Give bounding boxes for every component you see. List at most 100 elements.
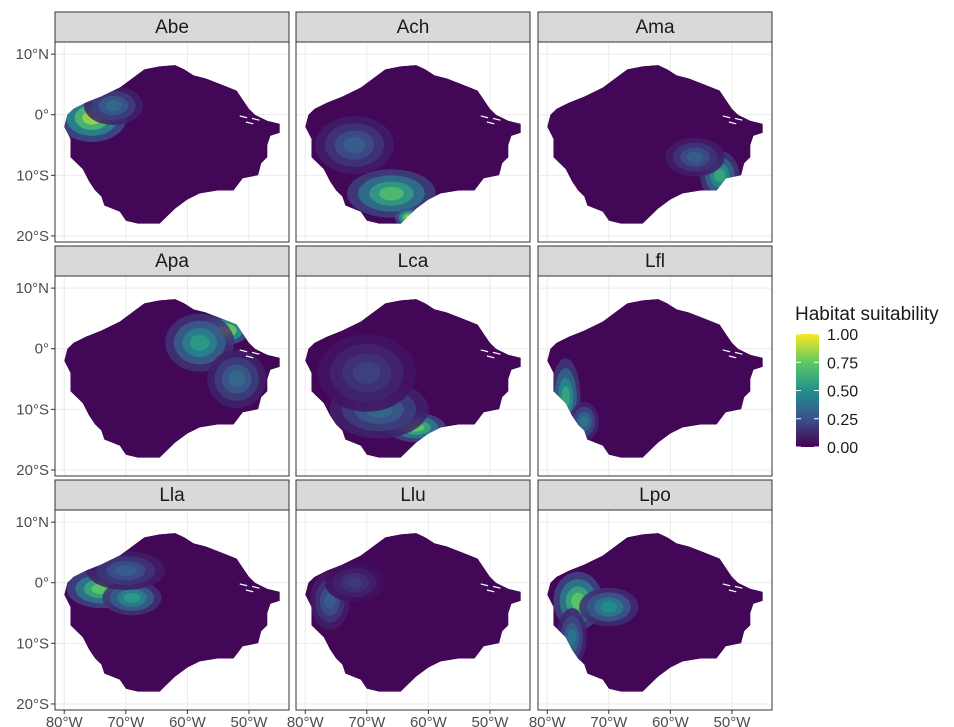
facet-lpo: Lpo: [537, 479, 773, 711]
panel-border: [54, 41, 290, 243]
river-mouth: [239, 349, 248, 353]
y-tick-label: 10°S: [16, 635, 49, 652]
y-tick-label: 0°: [35, 341, 49, 358]
legend-colorbar: [796, 334, 819, 447]
facet-lca: Lca: [295, 245, 531, 477]
x-tick-label: 80°W: [529, 714, 567, 727]
river-mouth: [480, 115, 489, 119]
y-axis: 10°N 0° 10°S 20°S 10°N 0° 10°S 20°S 10°N 0° 10°S 20…: [15, 46, 55, 713]
x-tick-label: 60°W: [652, 714, 690, 727]
river-mouth: [728, 121, 737, 125]
suitability-raster: [305, 533, 521, 692]
panel-border: [537, 41, 773, 243]
y-tick-label: 10°S: [16, 167, 49, 184]
y-tick-label: 0°: [35, 107, 49, 124]
suitability-hotspot: [190, 334, 210, 351]
x-tick-label: 80°W: [46, 714, 84, 727]
river-mouth: [722, 115, 731, 119]
facet-grid: Abe Ach Ama Apa Lca Lfl Lla Llu Lpo: [54, 11, 773, 711]
legend-tick-label: 0.75: [827, 355, 858, 372]
river-mouth: [245, 589, 254, 593]
legend: Habitat suitability 1.00 0.75 0.50 0.25 0.00: [795, 304, 939, 457]
y-tick-label: 10°N: [15, 514, 49, 531]
suitability-hotspot: [105, 100, 122, 112]
facet-strip: [54, 11, 290, 43]
panel-border: [295, 509, 531, 711]
x-tick-label: 50°W: [714, 714, 752, 727]
facet-strip-label: Abe: [155, 17, 189, 38]
river-mouth: [486, 121, 495, 125]
suitability-hotspot: [123, 592, 141, 603]
river-mouth: [251, 351, 260, 355]
facet-lfl: Lfl: [537, 245, 773, 477]
facet-strip-label: Lca: [398, 251, 429, 272]
panel-border: [295, 41, 531, 243]
river-mouth: [728, 589, 737, 593]
x-tick-label: 50°W: [472, 714, 510, 727]
suitability-hotspot: [580, 416, 589, 427]
facet-abe: Abe: [54, 11, 290, 243]
panel-border: [537, 509, 773, 711]
suitability-hotspot: [346, 577, 363, 589]
suitability-hotspot: [378, 186, 404, 201]
facet-strip-label: Llu: [400, 485, 425, 506]
study-region: [547, 533, 763, 692]
suitability-raster: [547, 65, 763, 224]
river-mouth: [239, 583, 248, 587]
y-tick-label: 20°S: [16, 696, 49, 713]
panel-border: [54, 509, 290, 711]
panel-border: [295, 275, 531, 477]
suitability-hotspot: [352, 362, 381, 384]
x-tick-label: 60°W: [169, 714, 207, 727]
x-tick-label: 50°W: [231, 714, 269, 727]
river-mouth: [492, 585, 501, 589]
suitability-hotspot: [343, 136, 366, 154]
x-tick-label: 70°W: [348, 714, 386, 727]
river-mouth: [239, 115, 248, 119]
facet-strip: [54, 479, 290, 511]
river-mouth: [728, 355, 737, 359]
y-tick-label: 0°: [35, 575, 49, 592]
river-mouth: [245, 121, 254, 125]
x-tick-label: 80°W: [287, 714, 325, 727]
x-tick-label: 70°W: [590, 714, 628, 727]
y-tick-label: 20°S: [16, 462, 49, 479]
river-mouth: [245, 355, 254, 359]
facet-strip-label: Apa: [155, 251, 189, 272]
river-mouth: [251, 117, 260, 121]
x-tick-label: 60°W: [410, 714, 448, 727]
legend-tick-label: 0.50: [827, 384, 858, 401]
suitability-hotspot: [114, 565, 137, 577]
y-tick-label: 10°N: [15, 46, 49, 63]
facet-strip-label: Lpo: [639, 485, 671, 506]
legend-tick-label: 1.00: [827, 327, 858, 344]
x-tick-label: 70°W: [107, 714, 145, 727]
legend-tick-label: 0.00: [827, 440, 858, 457]
facet-strip-label: Ama: [635, 17, 675, 38]
panel-border: [54, 275, 290, 477]
y-tick-label: 10°S: [16, 401, 49, 418]
legend-title: Habitat suitability: [795, 304, 939, 325]
facet-strip-label: Lla: [159, 485, 185, 506]
river-mouth: [492, 351, 501, 355]
suitability-hotspot: [714, 168, 726, 183]
facet-apa: Apa: [54, 245, 290, 477]
y-tick-label: 20°S: [16, 228, 49, 245]
suitability-hotspot: [600, 601, 618, 613]
facet-strip-label: Ach: [397, 17, 430, 38]
suitability-hotspot: [324, 592, 336, 610]
facet-strip: [54, 245, 290, 277]
river-mouth: [722, 583, 731, 587]
river-mouth: [486, 589, 495, 593]
river-mouth: [251, 585, 260, 589]
facet-llu: Llu: [295, 479, 531, 711]
legend-ticks: 1.00 0.75 0.50 0.25 0.00: [796, 327, 858, 457]
river-mouth: [486, 355, 495, 359]
suitability-raster: [64, 299, 280, 458]
river-mouth: [734, 117, 743, 121]
river-mouth: [734, 585, 743, 589]
y-tick-label: 10°N: [15, 280, 49, 297]
suitability-raster: [64, 533, 280, 692]
river-mouth: [722, 349, 731, 353]
